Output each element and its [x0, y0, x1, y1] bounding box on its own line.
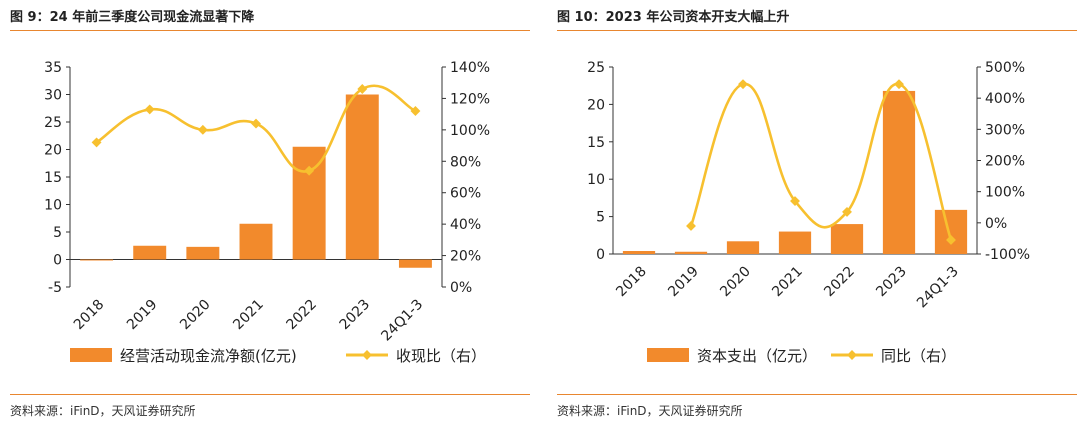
- title-divider: [10, 30, 530, 31]
- left-axis-tick-label: 10: [44, 198, 62, 214]
- category-label: 24Q1-3: [378, 297, 426, 345]
- line-point-2022: [842, 206, 852, 217]
- source-note: 资料来源：iFinD，天风证券研究所: [557, 404, 743, 418]
- bar-2021: [239, 223, 273, 260]
- bar-2018: [622, 251, 656, 254]
- bar-2022: [830, 224, 864, 254]
- right-axis-tick-label: 500%: [985, 60, 1025, 76]
- capex-chart: 0 5 10 15 20 25 -100% 0% 100% 200% 300% 400% 500% 201…: [587, 60, 1030, 365]
- line-point-2022: [304, 165, 315, 176]
- right-axis-tick-label: 0%: [450, 280, 472, 296]
- right-axis-tick-label: 20%: [450, 249, 481, 265]
- bar-2019: [133, 245, 167, 260]
- bar-2023: [345, 94, 379, 260]
- line-point-2023: [894, 79, 904, 90]
- legend-bar-swatch: [647, 348, 689, 362]
- right-axis-tick-label: 40%: [450, 217, 481, 233]
- line-point-2021: [251, 118, 261, 129]
- category-label: 2019: [124, 297, 161, 334]
- legend-line-marker: [362, 350, 372, 360]
- bar-2019: [674, 251, 708, 254]
- right-axis-tick-label: 140%: [450, 60, 490, 76]
- figure-9-panel: 图 9：24 年前三季度公司现金流显著下降 -5 0 5 10 15 20 25 30 35 0%…: [10, 0, 530, 426]
- right-axis-tick-label: 100%: [985, 185, 1025, 201]
- figure-title: 图 10：2023 年公司资本开支大幅上升: [557, 10, 790, 25]
- line-point-2020: [197, 124, 208, 135]
- cashflow-chart: -5 0 5 10 15 20 25 30 35 0% 20% 40% 60% 80% 100% 120% 14…: [44, 60, 490, 365]
- legend-line-label: 同比（右）: [881, 347, 956, 365]
- category-label: 2023: [873, 264, 910, 301]
- legend-bar-label: 资本支出（亿元）: [697, 347, 817, 365]
- series-line: [689, 82, 953, 241]
- left-axis-tick-label: -5: [48, 280, 62, 296]
- right-axis-tick-label: 300%: [985, 122, 1025, 138]
- category-label: 2021: [769, 264, 806, 301]
- right-axis-tick-label: 60%: [450, 186, 481, 202]
- left-axis-tick-label: 0: [596, 247, 605, 263]
- left-axis-tick-label: 35: [44, 60, 62, 76]
- left-axis-tick-label: 25: [44, 115, 62, 131]
- category-label: 2021: [230, 297, 267, 334]
- category-label: 24Q1-3: [914, 264, 962, 312]
- bar-2020: [186, 246, 220, 260]
- category-label: 2018: [613, 264, 650, 301]
- source-note: 资料来源：iFinD，天风证券研究所: [10, 404, 196, 418]
- left-axis-tick-label: 20: [587, 97, 605, 113]
- line-point-2018: [91, 137, 102, 148]
- legend-bar-label: 经营活动现金流净额(亿元): [120, 347, 297, 365]
- right-axis-tick-label: 100%: [450, 123, 490, 139]
- line-point-24Q1-3: [946, 235, 956, 245]
- category-label: 2022: [821, 264, 858, 301]
- bar-24Q1-3: [398, 259, 432, 268]
- category-label: 2022: [283, 297, 320, 334]
- category-label: 2018: [71, 297, 108, 334]
- line-point-2019: [144, 104, 155, 115]
- right-axis-tick-label: -100%: [985, 247, 1030, 263]
- bar-2023: [882, 90, 916, 254]
- left-axis-tick-label: 5: [596, 210, 605, 226]
- right-axis-tick-label: 200%: [985, 154, 1025, 170]
- right-axis-tick-label: 80%: [450, 154, 481, 170]
- bar-2018: [80, 259, 114, 261]
- title-divider: [557, 30, 1077, 31]
- left-axis-tick-label: 0: [53, 253, 62, 269]
- category-label: 2020: [717, 264, 754, 301]
- category-label: 2019: [665, 264, 702, 301]
- left-axis-tick-label: 10: [587, 172, 605, 188]
- bar-2020: [726, 241, 760, 254]
- left-axis-tick-label: 30: [44, 88, 62, 104]
- figure-10-panel: 图 10：2023 年公司资本开支大幅上升 0 5 10 15 20 25 -100% 0% 1…: [557, 0, 1077, 426]
- category-label: 2020: [177, 297, 214, 334]
- legend-line-label: 收现比（右）: [396, 347, 486, 365]
- source-divider: [10, 394, 530, 395]
- left-axis-tick-label: 15: [587, 135, 605, 151]
- left-axis-tick-label: 25: [587, 60, 605, 76]
- legend-bar-swatch: [70, 348, 112, 362]
- right-axis-tick-label: 120%: [450, 91, 490, 107]
- left-axis-tick-label: 5: [53, 225, 62, 241]
- line-point-2020: [738, 79, 748, 90]
- legend-line-marker: [847, 350, 857, 360]
- bar-24Q1-3: [934, 209, 968, 254]
- left-axis-tick-label: 20: [44, 143, 62, 159]
- bar-2021: [778, 231, 812, 254]
- line-point-2021: [790, 196, 800, 206]
- line-point-2019: [686, 221, 696, 231]
- source-divider: [557, 394, 1077, 395]
- category-label: 2023: [337, 297, 374, 334]
- right-axis-tick-label: 400%: [985, 91, 1025, 107]
- left-axis-tick-label: 15: [44, 170, 62, 186]
- bar-2022: [292, 146, 326, 260]
- figure-title: 图 9：24 年前三季度公司现金流显著下降: [10, 10, 255, 25]
- right-axis-tick-label: 0%: [985, 216, 1007, 232]
